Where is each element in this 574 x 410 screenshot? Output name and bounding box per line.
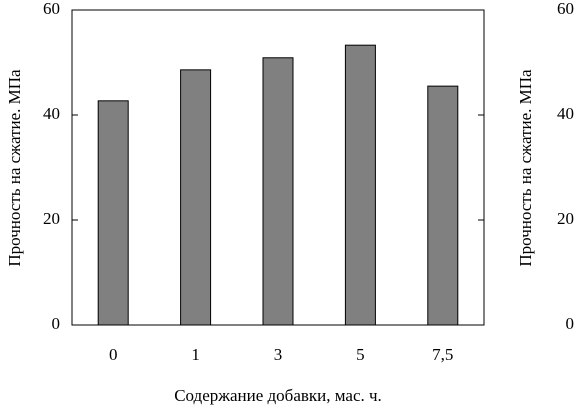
x-tick-label: 3	[274, 345, 283, 364]
y2-tick-label: 0	[566, 314, 574, 333]
x-tick-label: 5	[356, 345, 365, 364]
y2-tick-label: 20	[557, 209, 574, 228]
y2-tick-label: 60	[557, 0, 574, 18]
y2-axis-label: Прочность на сжатие. МПа	[516, 69, 535, 267]
bar	[427, 85, 459, 326]
y-axis-label: Прочность на сжатие. МПа	[5, 69, 24, 267]
bar	[97, 100, 129, 326]
bar	[180, 69, 212, 326]
x-axis-label: Содержание добавки, мас. ч.	[174, 386, 382, 405]
y-tick-label: 40	[43, 104, 60, 123]
x-tick-label: 1	[191, 345, 200, 364]
x-tick-label: 0	[109, 345, 118, 364]
y-tick-label: 0	[52, 314, 61, 333]
bar	[344, 44, 376, 326]
y-tick-label: 60	[43, 0, 60, 18]
y-tick-label: 20	[43, 209, 60, 228]
x-tick-label: 7,5	[432, 345, 453, 364]
y2-tick-label: 40	[557, 104, 574, 123]
bar	[262, 57, 294, 326]
